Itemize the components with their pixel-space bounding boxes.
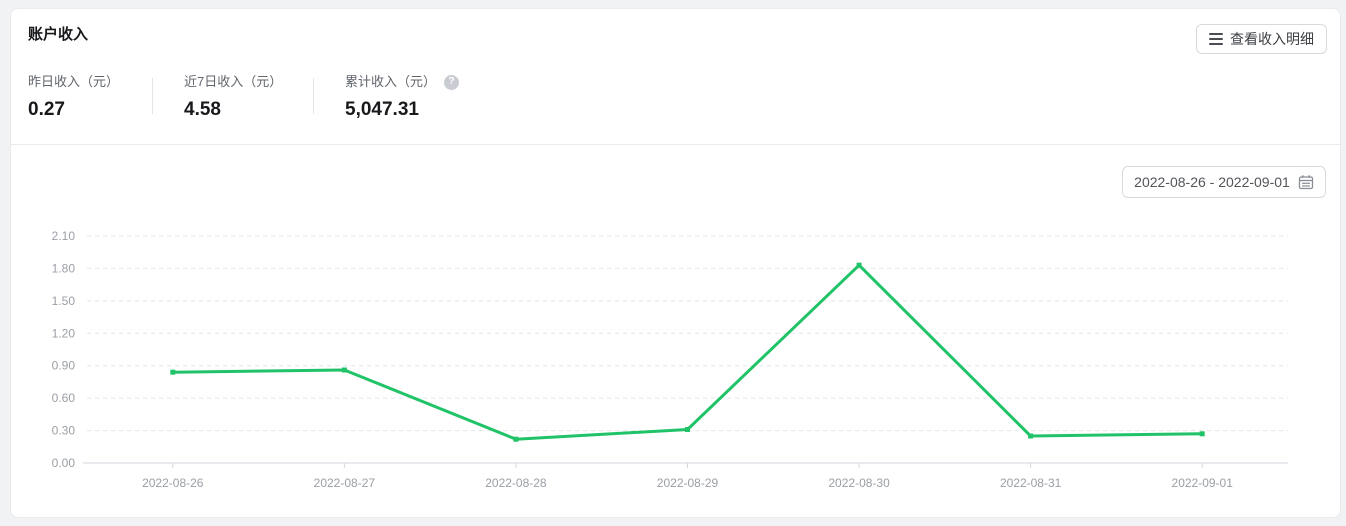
svg-text:0.60: 0.60 [52,391,76,405]
account-income-card: 账户收入 查看收入明细 昨日收入（元） 0.27 近7日收入（元） 4.58 累… [10,8,1341,518]
svg-text:2022-08-27: 2022-08-27 [314,476,376,490]
svg-text:2.10: 2.10 [52,229,76,243]
svg-text:2022-08-28: 2022-08-28 [485,476,547,490]
income-line-chart[interactable]: 0.00 0.30 0.60 0.90 1.20 1.50 1.80 2.10 2022-08-… [11,9,1342,519]
svg-text:2022-08-31: 2022-08-31 [1000,476,1062,490]
svg-text:0.00: 0.00 [52,456,76,470]
divider [152,78,153,114]
stat-label: 昨日收入（元） [28,74,120,89]
stat-label: 近7日收入（元） [184,74,283,89]
stat-label: 累计收入（元） [345,74,437,89]
stat-7day-income: 近7日收入（元） 4.58 [184,73,282,123]
svg-text:2022-08-29: 2022-08-29 [657,476,719,490]
view-income-details-button[interactable]: 查看收入明细 [1196,24,1327,54]
svg-text:1.50: 1.50 [52,294,76,308]
stat-total-income: 累计收入（元） ? 5,047.31 [345,73,460,123]
calendar-icon [1298,175,1313,190]
svg-text:2022-08-30: 2022-08-30 [828,476,890,490]
menu-icon [1209,33,1223,45]
svg-text:2022-08-26: 2022-08-26 [142,476,204,490]
svg-text:2022-09-01: 2022-09-01 [1172,476,1234,490]
page-title: 账户收入 [28,26,89,43]
stat-yesterday-income: 昨日收入（元） 0.27 [28,73,119,123]
stat-value: 4.58 [184,99,221,120]
stat-value: 5,047.31 [345,99,419,120]
section-divider [11,144,1340,145]
svg-text:0.30: 0.30 [52,424,76,438]
stat-value: 0.27 [28,99,65,120]
help-icon[interactable]: ? [444,74,460,90]
svg-text:1.20: 1.20 [52,326,76,340]
svg-text:1.80: 1.80 [52,261,76,275]
view-income-details-label: 查看收入明细 [1230,31,1314,47]
svg-text:0.90: 0.90 [52,359,76,373]
divider [313,78,314,114]
date-range-picker[interactable]: 2022-08-26 - 2022-09-01 [1122,166,1326,198]
date-range-value: 2022-08-26 - 2022-09-01 [1134,174,1290,190]
